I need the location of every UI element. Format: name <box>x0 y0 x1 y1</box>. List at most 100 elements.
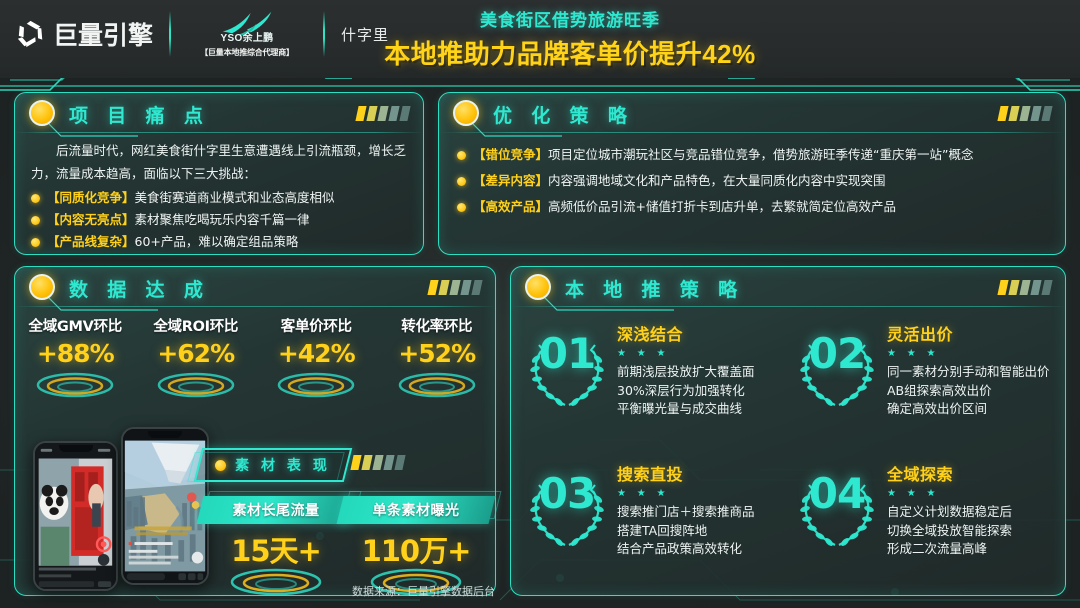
pain-points-title: 项 目 痛 点 <box>69 106 210 127</box>
optimization-body: 【错位竞争】项目定位城市潮玩社区与竞品错位竞争，借势旅游旺季传递“重庆第一站”概… <box>439 133 1065 216</box>
stat-value: 110万+ <box>361 534 472 568</box>
juliang-mark-icon <box>17 20 43 48</box>
pain-item-text: 60+产品，难以确定组品策略 <box>134 234 299 249</box>
material-performance-tag: 素 材 表 现 <box>187 448 353 482</box>
badge-hook-line <box>544 297 674 311</box>
pain-item-text: 美食街赛道商业模式和业态高度相似 <box>134 190 335 206</box>
client-name: 什字里 <box>341 26 390 44</box>
material-tag-label: 素 材 表 现 <box>235 457 331 473</box>
data-achievement-title: 数 据 达 成 <box>69 280 210 301</box>
optimization-item: 【错位竞争】项目定位城市潮玩社区与竞品错位竞争，借势旅游旺季传递“重庆第一站”概… <box>457 147 1047 164</box>
optimization-bar-indicator <box>997 106 1053 121</box>
metric-card: 转化率环比 +52% <box>377 315 498 398</box>
strategy-title: 全域探索 <box>887 465 954 484</box>
page-header: 巨量引擎 YSO余上鹏 【巨量本地推综合代理商】 什字里 美食街区借势旅游旺季 … <box>0 0 1080 78</box>
data-achievement-panel: 数 据 达 成 全域GMV环比 +88% 全域ROI环比 +62% <box>14 266 496 596</box>
laurel-wreath-badge: 03 <box>521 463 613 555</box>
strategy-line: 自定义计划数据稳定后 <box>887 504 1013 519</box>
agency-subtitle: 【巨量本地推综合代理商】 <box>200 48 294 57</box>
badge-hook-line <box>48 123 138 137</box>
metric-glow-ring <box>276 372 356 398</box>
strategy-number: 01 <box>538 329 596 378</box>
strategy-title: 搜索直投 <box>617 465 684 484</box>
optimization-item-text: 内容强调地域文化和产品特色，在大量同质化内容中实现突围 <box>548 172 886 188</box>
pain-points-bar-indicator <box>355 106 411 121</box>
phone-notch <box>148 431 182 438</box>
pain-item-tag: 【内容无亮点】 <box>47 212 135 228</box>
header-logos: 巨量引擎 YSO余上鹏 【巨量本地推综合代理商】 什字里 <box>16 6 389 62</box>
laurel-wreath-icon <box>530 344 604 406</box>
local-header-rule <box>511 306 1065 307</box>
laurel-wreath-icon <box>800 484 874 546</box>
bullet-dot-icon <box>457 151 466 160</box>
strategy-text: 全域探索 ★ ★ ★ 自定义计划数据稳定后 切换全域投放智能探索 形成二次流量高… <box>883 453 1012 593</box>
optimization-title: 优 化 策 略 <box>493 106 634 127</box>
pain-item-tag: 【同质化竞争】 <box>47 190 135 206</box>
metric-glow-ring <box>397 372 477 398</box>
bullet-dot-icon <box>457 176 466 186</box>
optimization-item: 【差异内容】内容强调地域文化和产品特色，在大量同质化内容中实现突围 <box>457 173 1047 190</box>
material-bar-indicator <box>350 455 406 470</box>
juliang-logo-text: 巨量引擎 <box>53 21 154 50</box>
strategy-line: 形成二次流量高峰 <box>887 541 988 556</box>
material-tag-dot-icon <box>215 459 227 471</box>
optimization-item-tag: 【高效产品】 <box>473 198 549 214</box>
strategy-item: 01 深浅结合 ★ ★ ★ 前期浅层投放扩大覆盖面 30%深层行为加强转化 平衡… <box>511 313 789 453</box>
logo-divider-2 <box>323 11 326 57</box>
headline-block: 美食街区借势旅游旺季 本地推助力品牌客单价提升42% <box>340 6 800 71</box>
metric-card: 全域ROI环比 +62% <box>136 315 257 398</box>
badge-hook-line <box>48 297 158 311</box>
bullet-dot-icon <box>31 238 40 247</box>
local-strategy-header: 本 地 推 策 略 <box>511 267 1065 311</box>
metric-card: 客单价环比 +42% <box>256 315 377 398</box>
strategy-line: 结合产品政策高效转化 <box>617 541 743 556</box>
bullet-dot-icon <box>457 202 466 212</box>
pain-points-intro: 后流量时代，网红美食街什字里生意遭遇线上引流瓶颈，增长乏力，流量成本趋高，面临以… <box>31 143 407 182</box>
strategy-stars: ★ ★ ★ <box>617 348 670 359</box>
strategy-number: 04 <box>808 469 866 518</box>
strategy-line: 搜索推门店＋搜索推商品 <box>617 504 755 519</box>
strategy-line: 搭建TA回搜阵地 <box>617 522 708 538</box>
strategy-stars: ★ ★ ★ <box>887 348 940 359</box>
optimization-item: 【高效产品】高频低价品引流+储值打折卡到店升单，去繁就简定位高效产品 <box>457 199 1047 216</box>
pain-item-text: 素材聚焦吃喝玩乐内容千篇一律 <box>134 212 310 228</box>
laurel-wreath-badge: 04 <box>791 463 883 555</box>
panel-badge-icon <box>29 274 55 300</box>
strategy-number: 03 <box>538 469 596 518</box>
agency-logo: YSO余上鹏 【巨量本地推综合代理商】 <box>187 10 307 58</box>
pain-points-header: 项 目 痛 点 <box>15 93 423 137</box>
metric-value: +42% <box>277 339 356 368</box>
phone-mockup-2 <box>121 427 209 585</box>
strategy-stars: ★ ★ ★ <box>887 488 940 499</box>
metric-label: 全域GMV环比 <box>28 319 123 335</box>
strategy-line: AB组探索高效出价 <box>887 382 992 398</box>
stat-block: 单条素材曝光 110万+ <box>336 491 502 596</box>
strategy-line: 前期浅层投放扩大覆盖面 <box>617 364 755 379</box>
stat-tag-label: 素材长尾流量 <box>232 503 320 519</box>
optimization-header-rule <box>439 132 1065 133</box>
stat-glow-ring <box>368 568 464 596</box>
phone-screen-2 <box>123 429 207 583</box>
strategy-title: 灵活出价 <box>887 325 954 344</box>
pain-points-body: 后流量时代，网红美食街什字里生意遭遇线上引流瓶颈，增长乏力，流量成本趋高，面临以… <box>15 133 423 251</box>
phone-screen-1 <box>35 443 116 589</box>
strategy-line: 确定高效出价区间 <box>887 401 988 416</box>
metric-label: 转化率环比 <box>401 319 473 335</box>
strategy-number: 02 <box>808 329 866 378</box>
optimization-item-text: 高频低价品引流+储值打折卡到店升单，去繁就简定位高效产品 <box>548 198 896 214</box>
stat-tag: 素材长尾流量 <box>196 491 362 524</box>
stat-glow-ring <box>228 568 324 596</box>
bullet-dot-icon <box>31 216 40 226</box>
phone-notch <box>58 445 93 452</box>
pain-point-item: 【内容无亮点】素材聚焦吃喝玩乐内容千篇一律 <box>31 212 407 229</box>
metric-card: 全域GMV环比 +88% <box>15 315 136 398</box>
metric-label: 全域ROI环比 <box>153 319 239 335</box>
data-header-rule <box>15 306 495 307</box>
data-achievement-header: 数 据 达 成 <box>15 267 495 311</box>
stat-tag: 单条素材曝光 <box>336 491 502 524</box>
panel-badge-icon <box>29 100 55 126</box>
stat-tag-label: 单条素材曝光 <box>372 503 460 519</box>
badge-hook-line <box>472 123 562 137</box>
phone-mockup-1 <box>33 441 118 591</box>
